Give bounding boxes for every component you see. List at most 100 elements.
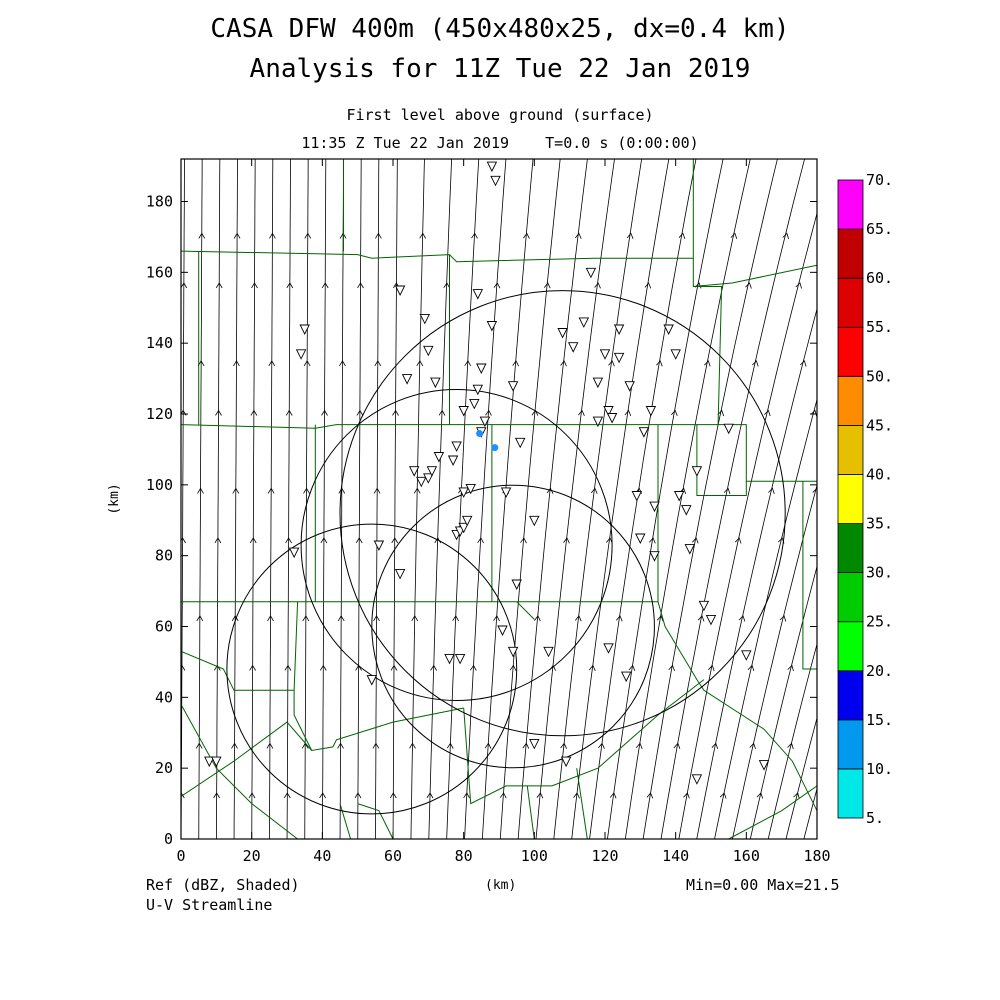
streamline bbox=[269, 159, 274, 839]
x-tick-label: 100 bbox=[521, 847, 548, 865]
streamlines bbox=[181, 159, 956, 839]
streamline bbox=[198, 159, 203, 839]
station-marker bbox=[479, 416, 491, 428]
streamline-arrow bbox=[391, 537, 399, 544]
streamline-arrow bbox=[319, 664, 327, 671]
station-marker bbox=[507, 381, 519, 392]
streamline-arrow bbox=[901, 488, 907, 494]
streamline bbox=[696, 307, 817, 839]
station-marker bbox=[681, 505, 692, 516]
streamline-arrow bbox=[648, 537, 656, 544]
streamline-arrow bbox=[284, 664, 292, 671]
streamline-arrow bbox=[198, 232, 206, 239]
streamline-arrow bbox=[692, 537, 699, 544]
county-line bbox=[693, 286, 723, 425]
station-marker bbox=[635, 533, 646, 545]
station-marker bbox=[486, 321, 498, 332]
station-marker bbox=[673, 491, 685, 502]
streamline-arrow bbox=[594, 282, 601, 289]
streamline-arrow bbox=[598, 742, 605, 749]
x-tick-label: 120 bbox=[591, 847, 618, 865]
station-marker bbox=[670, 349, 681, 360]
streamline-arrow bbox=[215, 282, 223, 289]
streamline-arrow bbox=[522, 742, 530, 749]
station-marker bbox=[624, 381, 635, 392]
x-tick-label: 160 bbox=[733, 847, 760, 865]
echo-cell bbox=[491, 444, 499, 452]
streamline-arrow bbox=[863, 743, 869, 749]
streamline-arrow bbox=[268, 360, 276, 367]
streamline-arrow bbox=[734, 537, 742, 544]
streamline-arrow bbox=[197, 487, 204, 494]
streamline-arrow bbox=[573, 792, 580, 799]
streamline-arrow bbox=[717, 409, 725, 417]
streamline-arrow bbox=[337, 615, 345, 622]
station-marker bbox=[461, 515, 473, 527]
station-marker bbox=[758, 760, 770, 771]
streamline-arrow bbox=[730, 232, 738, 240]
streamline-arrow bbox=[250, 409, 258, 416]
streamline bbox=[571, 159, 670, 839]
streamline-arrow bbox=[215, 409, 222, 416]
y-tick-label: 0 bbox=[164, 830, 173, 848]
colorbar-label: 5. bbox=[866, 809, 884, 827]
station-marker bbox=[433, 452, 445, 463]
streamline bbox=[589, 159, 697, 839]
streamline-arrow bbox=[304, 232, 312, 239]
streamline-arrow bbox=[723, 487, 731, 495]
station-marker bbox=[373, 540, 385, 552]
colorbar-segment bbox=[837, 424, 864, 475]
station-marker bbox=[599, 349, 611, 360]
station-marker bbox=[691, 466, 703, 477]
y-axis-label: (km) bbox=[107, 483, 122, 514]
streamline-arrow bbox=[897, 283, 903, 289]
station-marker bbox=[204, 756, 215, 768]
colorbar-segment bbox=[837, 572, 864, 623]
streamline-arrow bbox=[195, 742, 203, 749]
x-axis-label: (km) bbox=[485, 878, 517, 893]
streamline-arrow bbox=[678, 232, 686, 239]
station-marker bbox=[507, 646, 519, 658]
y-axis: 0 20 40 60 80 100 120 140 160 180 bbox=[146, 193, 817, 848]
x-tick-label: 0 bbox=[176, 847, 185, 865]
station-marker bbox=[638, 427, 650, 438]
station-marker bbox=[705, 614, 717, 626]
x-tick-label: 140 bbox=[662, 847, 689, 865]
station-marker bbox=[560, 756, 572, 768]
streamline-arrow bbox=[430, 664, 437, 671]
streamline-arrow bbox=[303, 487, 310, 494]
colorbar-label: 10. bbox=[866, 760, 893, 778]
station-marker bbox=[472, 384, 484, 396]
county-line bbox=[181, 704, 298, 839]
station-marker bbox=[423, 345, 434, 357]
county-line bbox=[181, 424, 817, 482]
county-line bbox=[526, 785, 535, 839]
streamline bbox=[535, 159, 615, 839]
streamline-arrow bbox=[747, 664, 755, 672]
streamline-arrow bbox=[635, 742, 643, 749]
station-marker bbox=[476, 363, 487, 375]
station-marker bbox=[408, 466, 420, 477]
streamline-arrow bbox=[950, 411, 956, 417]
streamline-arrow bbox=[574, 615, 582, 622]
station-marker bbox=[511, 579, 522, 591]
streamline-arrow bbox=[821, 616, 827, 622]
station-marker bbox=[557, 328, 568, 339]
streamline bbox=[678, 211, 817, 839]
station-marker bbox=[741, 650, 752, 661]
y-tick-label: 180 bbox=[146, 193, 173, 211]
streamline-arrow bbox=[560, 360, 567, 367]
station-marker bbox=[211, 756, 222, 768]
streamline-arrow bbox=[267, 487, 275, 494]
x-tick-label: 180 bbox=[803, 847, 830, 865]
streamline-arrow bbox=[267, 615, 274, 622]
radar-range-rings bbox=[226, 290, 786, 815]
streamline-arrow bbox=[213, 664, 221, 671]
chart-title: CASA DFW 400m (450x480x25, dx=0.4 km) bbox=[210, 14, 790, 44]
streamline-arrow bbox=[285, 537, 292, 544]
colorbar-label: 65. bbox=[866, 220, 893, 238]
county-boundaries bbox=[181, 159, 817, 839]
station-marker bbox=[592, 377, 604, 389]
station-marker bbox=[444, 653, 455, 665]
